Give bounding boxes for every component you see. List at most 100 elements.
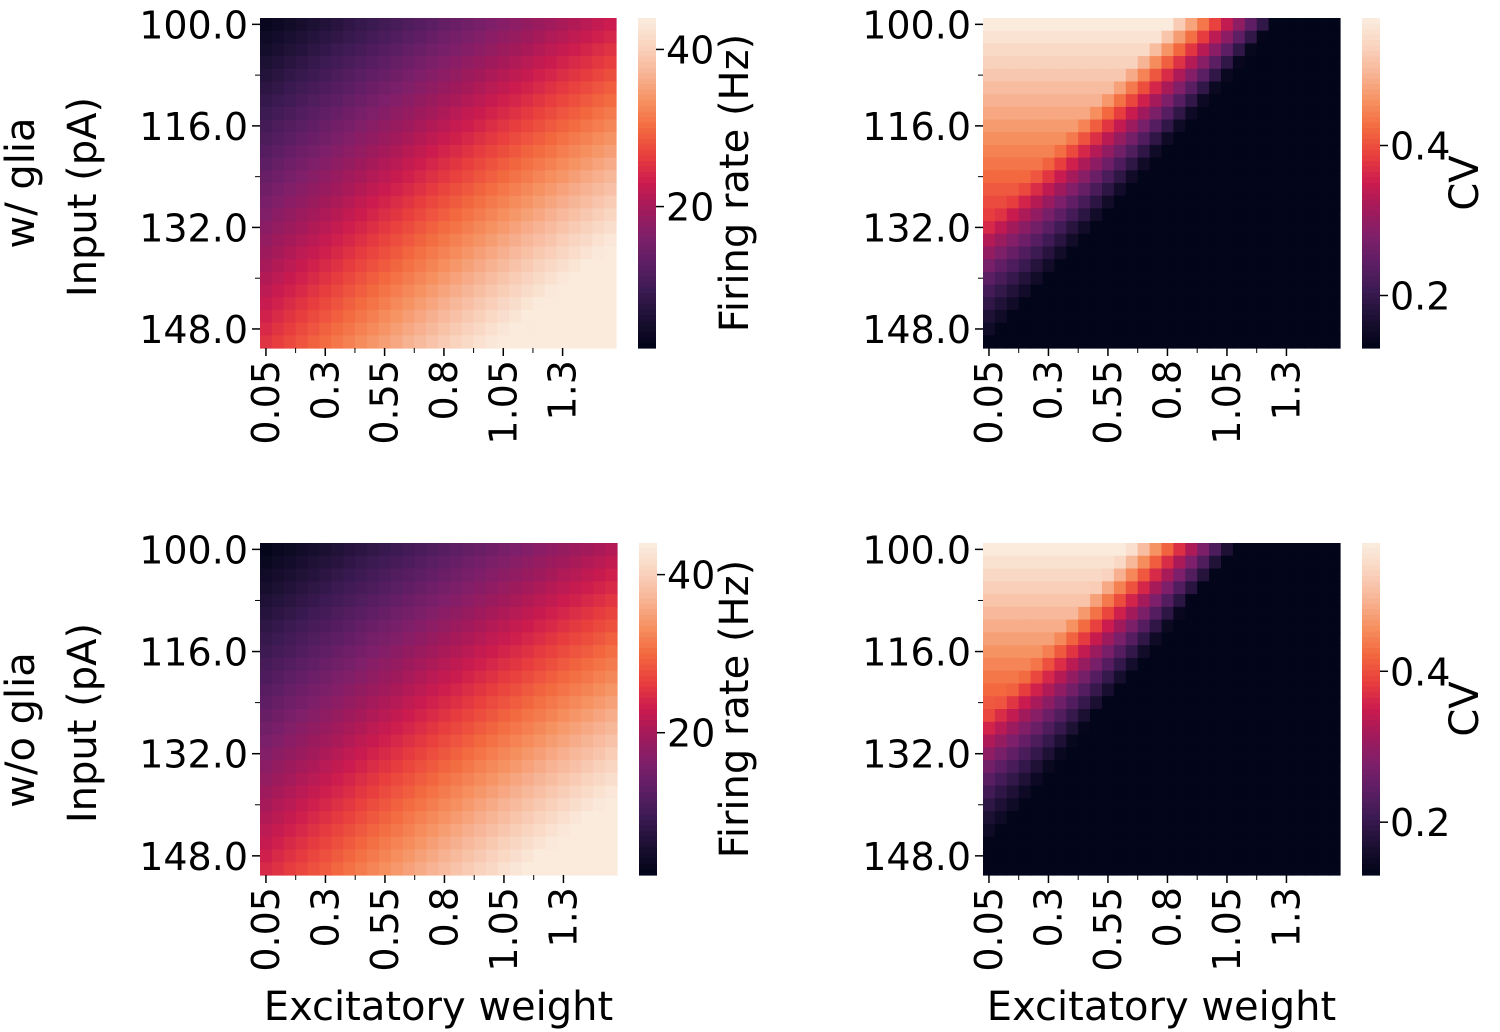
heatmap-cell [295,119,309,133]
heatmap-cell [1256,259,1270,273]
heatmap-cell [1137,836,1151,851]
heatmap-cell [1161,645,1174,659]
heatmap-cell [402,581,416,595]
heatmap-cell [331,221,344,235]
heatmap-cell [1232,297,1246,311]
heatmap-cell [1102,144,1115,159]
heatmap-cell [1292,284,1305,298]
heatmap-cell [994,30,1008,44]
heatmap-cell [1209,221,1222,235]
heatmap-cell [1185,696,1198,710]
heatmap-cell [581,594,594,608]
heatmap-cell [1078,632,1091,646]
heatmap-cell [1280,594,1293,608]
colorbar-segment [639,797,657,804]
heatmap-cell [1173,297,1186,311]
heatmap-cell [426,94,439,108]
heatmap-cell [1090,645,1103,659]
heatmap-cell [1018,56,1032,70]
heatmap-cell [1292,208,1305,222]
heatmap-cell [581,683,594,697]
heatmap-cell [1030,335,1044,349]
heatmap-cell [307,555,321,570]
heatmap-cell [1066,246,1079,260]
heatmap-cell [331,594,344,608]
heatmap-cell [378,246,392,260]
colorbar-label: CV [1442,681,1488,737]
heatmap-cell [1197,798,1210,812]
heatmap-cell [1304,696,1317,710]
heatmap-cell [390,284,403,298]
heatmap-cell [319,849,332,863]
heatmap-cell [390,297,403,311]
heatmap-cell [593,555,606,570]
heatmap-cell [1030,208,1044,222]
heatmap-cell [450,734,463,748]
heatmap-cell [1256,18,1270,32]
heatmap-cell [1221,297,1234,311]
heatmap-cell [1280,555,1293,570]
heatmap-cell [556,259,570,273]
heatmap-cell [568,106,581,121]
heatmap-cell [1209,195,1222,209]
heatmap-cell [1232,106,1246,121]
heatmap-cell [283,157,297,171]
heatmap-cell [556,170,570,184]
heatmap-cell [1161,568,1174,582]
heatmap-cell [1066,747,1079,761]
heatmap-cell [1280,645,1293,659]
heatmap-cell [1113,297,1127,311]
heatmap-cell [1042,696,1055,710]
heatmap-cell [1328,106,1341,121]
heatmap-cell [592,106,605,121]
heatmap-cell [1256,862,1270,876]
heatmap-cell [568,233,581,248]
heatmap-cell [283,335,297,349]
heatmap-cell [390,721,404,736]
heatmap-cell [556,81,570,95]
heatmap-cell [378,335,392,349]
heatmap-cell [367,798,380,812]
heatmap-cell [295,233,309,248]
heatmap-cell [450,798,463,812]
heatmap-cell [1304,849,1317,863]
heatmap-cell [605,709,618,723]
colorbar-segment [1362,852,1380,859]
heatmap-cell [474,581,487,595]
heatmap-cell [581,606,594,621]
heatmap-cell [426,144,439,159]
heatmap-cell [367,836,380,851]
heatmap-cell [449,322,463,336]
heatmap-cell [1137,670,1151,685]
heatmap-cell [390,132,403,146]
heatmap-cell [983,594,996,608]
heatmap-cell [449,144,463,159]
heatmap-cell [414,183,427,197]
heatmap-cell [462,772,475,787]
heatmap-cell [485,309,498,324]
heatmap-cell [994,849,1008,863]
heatmap-cell [1221,555,1234,570]
heatmap-cell [1244,721,1258,736]
heatmap-cell [438,543,451,557]
heatmap-cell [295,683,309,697]
heatmap-cell [1018,132,1032,146]
heatmap-cell [994,81,1008,95]
heatmap-cell [390,772,404,787]
heatmap-cell [414,43,427,57]
heatmap-cell [331,119,344,133]
heatmap-cell [461,106,475,121]
heatmap-cell [1090,772,1103,787]
heatmap-cell [605,594,618,608]
heatmap-cell [473,157,487,171]
colorbar-segment [639,725,657,732]
heatmap-cell [474,594,487,608]
heatmap-cell [1078,555,1091,570]
heatmap-cell [1256,119,1270,133]
heatmap-cell [521,297,534,311]
heatmap-cell [307,581,321,595]
heatmap-cell [307,606,321,621]
heatmap-cell [426,798,440,812]
heatmap-cell [438,335,451,349]
colorbar-segment [639,626,657,633]
